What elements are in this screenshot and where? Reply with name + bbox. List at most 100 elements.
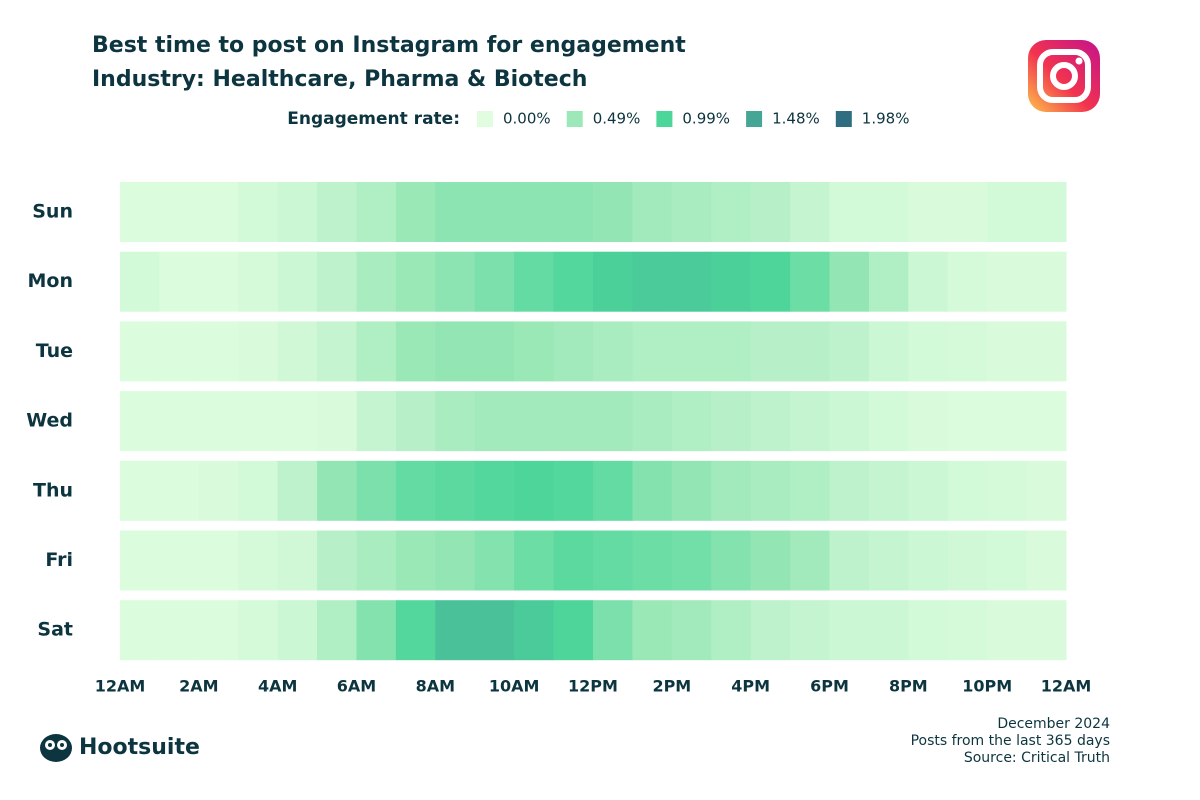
heat-cell	[987, 182, 1028, 242]
heat-cell	[238, 460, 279, 521]
hootsuite-logo	[40, 734, 72, 762]
heat-cell	[120, 251, 160, 312]
heat-cell	[947, 251, 988, 312]
heat-cell	[908, 391, 949, 452]
heat-cell	[514, 530, 555, 591]
heat-cell	[987, 321, 1028, 382]
heat-cell	[159, 600, 200, 661]
heat-cell	[238, 321, 279, 382]
heat-cell	[593, 251, 633, 312]
heat-cell	[317, 460, 357, 521]
heat-cell	[987, 600, 1028, 661]
heat-cell	[120, 600, 160, 661]
heat-cell	[829, 530, 870, 591]
heat-cell	[435, 530, 476, 591]
heat-cell	[514, 251, 555, 312]
x-tick-label: 8AM	[416, 677, 455, 696]
heat-cell	[317, 600, 357, 661]
heat-cell	[829, 321, 870, 382]
x-tick-label: 6AM	[337, 677, 376, 696]
heat-cell	[829, 600, 870, 661]
heat-cell	[671, 391, 712, 452]
heat-cell	[1026, 321, 1067, 382]
heat-cell	[553, 182, 594, 242]
heat-cell	[238, 530, 279, 591]
heat-cell	[435, 391, 476, 452]
heat-cell	[711, 391, 752, 452]
heat-cell	[514, 391, 555, 452]
heat-cell	[790, 600, 830, 661]
heat-cell	[553, 391, 594, 452]
heat-cell	[474, 530, 515, 591]
heat-cell	[1026, 182, 1067, 242]
y-tick-label: Mon	[28, 270, 74, 292]
heat-cell	[514, 182, 555, 242]
heat-cell	[159, 251, 200, 312]
heat-cell	[829, 251, 870, 312]
heat-cell	[632, 182, 673, 242]
heat-cell	[671, 321, 712, 382]
heat-cell	[1026, 600, 1067, 661]
heat-cell	[711, 321, 752, 382]
heat-cell	[317, 530, 357, 591]
heat-cell	[947, 391, 988, 452]
x-tick-label: 8PM	[889, 677, 928, 696]
legend-label: 0.00%	[503, 110, 551, 128]
heat-cell	[553, 600, 594, 661]
heat-cell	[671, 182, 712, 242]
heat-cell	[474, 460, 515, 521]
heat-cell	[198, 251, 239, 312]
heat-cell	[238, 251, 279, 312]
footnote: December 2024	[997, 716, 1110, 732]
heat-cell	[198, 600, 239, 661]
heat-cell	[987, 391, 1028, 452]
heat-cell	[632, 460, 673, 521]
heat-cell	[159, 460, 200, 521]
heat-cell	[198, 530, 239, 591]
heat-cell	[553, 460, 594, 521]
heat-cell	[671, 600, 712, 661]
heat-cell	[356, 460, 397, 521]
heat-cell	[277, 182, 318, 242]
legend-swatch	[566, 111, 583, 127]
chart-subtitle: Industry: Healthcare, Pharma & Biotech	[92, 67, 587, 92]
heat-cell	[632, 321, 673, 382]
heat-cell	[711, 600, 752, 661]
heat-cell	[1026, 530, 1067, 591]
heat-cell	[159, 530, 200, 591]
heat-cell	[593, 391, 633, 452]
heat-cell	[356, 182, 397, 242]
heat-cell	[474, 182, 515, 242]
heat-cell	[790, 182, 830, 242]
heat-cell	[908, 251, 949, 312]
heat-cell	[435, 182, 476, 242]
chart-title: Best time to post on Instagram for engag…	[92, 33, 686, 58]
heat-cell	[868, 391, 909, 452]
heat-cell	[474, 251, 515, 312]
x-tick-label: 10PM	[962, 677, 1012, 696]
heat-cell	[277, 530, 318, 591]
heat-cell	[711, 182, 752, 242]
heat-cell	[356, 251, 397, 312]
heat-cell	[593, 460, 633, 521]
legend-swatch	[835, 111, 852, 127]
instagram-logo	[1028, 40, 1100, 112]
heat-cell	[435, 321, 476, 382]
x-tick-label: 12PM	[568, 677, 618, 696]
heat-cell	[514, 321, 555, 382]
heat-cell	[711, 530, 752, 591]
heat-cell	[790, 391, 830, 452]
y-tick-label: Thu	[33, 479, 73, 501]
heat-cell	[632, 251, 673, 312]
heat-cell	[395, 600, 436, 661]
heat-cell	[790, 530, 830, 591]
heat-cell	[947, 460, 988, 521]
heat-cell	[908, 460, 949, 521]
heat-cell	[671, 530, 712, 591]
x-tick-label: 4AM	[258, 677, 297, 696]
heat-cell	[750, 321, 791, 382]
x-tick-label: 2AM	[179, 677, 218, 696]
heat-cell	[238, 182, 279, 242]
heat-cell	[947, 321, 988, 382]
heat-cell	[159, 321, 200, 382]
